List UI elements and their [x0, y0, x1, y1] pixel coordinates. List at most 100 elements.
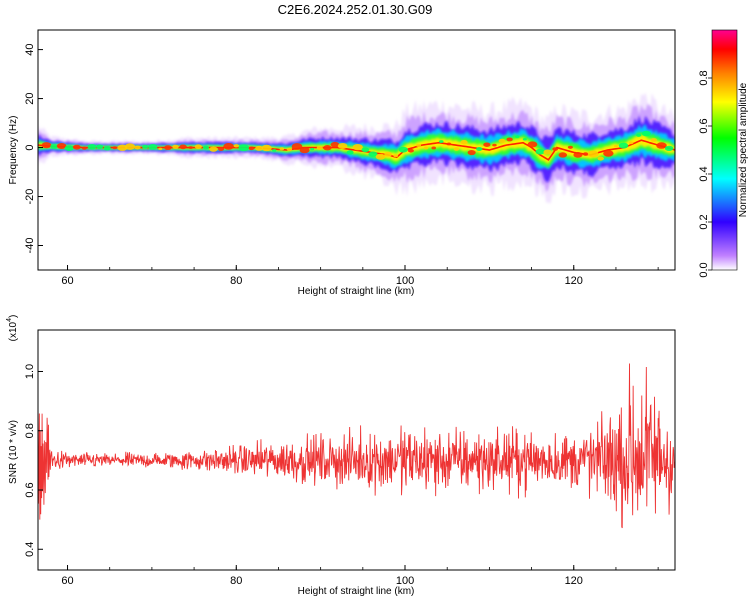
spectrogram-frame	[37, 29, 676, 271]
colorbar: 0.0 0.2 0.4 0.6 0.8 Normalized spectral ampl…	[698, 29, 749, 278]
heat-peak-blob	[124, 143, 136, 150]
heat-peak-blob	[393, 154, 399, 158]
heat-peak-blob	[368, 151, 378, 157]
heat-peak-blob	[248, 146, 255, 151]
heat-peak-blob	[188, 146, 193, 149]
snr-y-label: SNR (10 * v/v)	[8, 420, 19, 484]
spectrogram-y-axis: -40 -20 0 20 40	[24, 43, 43, 253]
heat-peak-blob	[483, 142, 491, 147]
heat-peak-blob	[656, 142, 667, 149]
heat-peak-blob	[460, 140, 468, 145]
heat-peak-blob	[573, 151, 583, 158]
heat-peak-blob	[164, 145, 172, 151]
heat-peak-blob	[506, 137, 513, 142]
multiplier-base: (x10	[8, 321, 19, 341]
snr-frame	[37, 329, 676, 571]
y-tick-label: 1.0	[24, 364, 36, 379]
heat-peak-blob	[597, 156, 604, 161]
heat-peak-blob	[72, 144, 81, 150]
heat-peak-blob	[552, 147, 559, 151]
heat-peak-blob	[255, 145, 263, 151]
heat-peak-blob	[423, 146, 429, 150]
x-tick-label: 120	[565, 275, 583, 287]
heat-peak-blob	[310, 147, 315, 151]
heat-peak-blob	[233, 144, 239, 148]
colorbar-ticks: 0.0 0.2 0.4 0.6 0.8	[698, 70, 712, 278]
heat-peak-blob	[41, 142, 52, 149]
colorbar-tick-label: 0.0	[698, 262, 710, 277]
heat-peak-blob	[194, 144, 202, 149]
snr-x-axis: 60 80 100 120	[61, 565, 659, 587]
y-tick-label: 0	[24, 144, 36, 150]
heat-peak-blob	[375, 153, 386, 160]
heat-peak-blob	[112, 146, 118, 150]
snr-y-axis: 0.4 0.6 0.8 1.0	[24, 364, 43, 557]
heat-peak-blob	[361, 147, 370, 153]
heat-peak-blob	[96, 144, 104, 149]
heat-peak-blob	[87, 143, 97, 150]
heat-peak-blob	[476, 146, 483, 152]
x-tick-label: 60	[61, 575, 73, 587]
chart-title: C2E6.2024.252.01.30.G09	[278, 2, 433, 17]
heat-peak-blob	[223, 143, 235, 150]
multiplier-exp: 4	[6, 318, 13, 322]
heat-peak-blob	[664, 145, 674, 152]
x-tick-label: 100	[396, 275, 414, 287]
heat-peak-blob	[618, 142, 629, 149]
heat-peak-blob	[587, 150, 599, 158]
y-tick-label: -20	[24, 189, 36, 205]
heat-peak-blob	[217, 147, 225, 151]
heat-peak-blob	[286, 147, 293, 152]
heat-peak-blob	[515, 135, 520, 139]
heat-peak-blob	[636, 133, 642, 137]
heat-peak-blob	[498, 138, 506, 144]
spectrogram-y-label: Frequency (Hz)	[8, 116, 19, 185]
spectrogram-panel: 60 80 100 120 -40 -20 0 20 40 Height of straigh…	[8, 29, 676, 297]
heat-peak-blob	[614, 144, 618, 148]
heat-peak-blob	[238, 144, 250, 152]
heat-peak-blob	[50, 144, 58, 149]
heat-peak-blob	[148, 144, 158, 150]
colorbar-tick-label: 0.4	[698, 166, 710, 181]
svg-text:(x104): (x104)	[6, 315, 19, 342]
heat-peak-blob	[103, 145, 111, 151]
heat-peak-blob	[492, 143, 497, 147]
heat-peak-blob	[558, 152, 568, 158]
heat-peak-blob	[582, 152, 589, 156]
heat-peak-blob	[453, 147, 460, 151]
spectrogram-x-axis: 60 80 100 120	[61, 265, 659, 287]
heat-peak-blob	[330, 141, 340, 148]
colorbar-tick-label: 0.2	[698, 214, 710, 229]
spectrogram-x-label: Height of straight line (km)	[298, 286, 415, 297]
y-tick-label: 0.6	[24, 482, 36, 497]
heat-peak-blob	[346, 150, 354, 155]
colorbar-label: Normalized spectral amplitude	[738, 82, 749, 217]
heat-peak-blob	[272, 149, 277, 152]
snr-x-label: Height of straight line (km)	[298, 586, 415, 597]
heat-peak-blob	[535, 148, 545, 155]
y-tick-label: -40	[24, 238, 36, 254]
heat-peak-blob	[641, 130, 651, 137]
heat-peak-blob	[650, 138, 657, 142]
multiplier-close: )	[8, 315, 19, 318]
heat-peak-blob	[179, 144, 187, 150]
y-tick-label: 0.8	[24, 423, 36, 438]
heat-peak-blob	[279, 147, 285, 151]
y-tick-label: 20	[24, 92, 36, 104]
heat-peak-blob	[628, 141, 634, 145]
x-tick-label: 80	[230, 575, 242, 587]
x-tick-label: 60	[61, 275, 73, 287]
y-tick-label: 40	[24, 43, 36, 55]
heat-peak-blob	[415, 143, 422, 148]
heat-peak-blob	[291, 143, 303, 150]
heat-peak-blob	[134, 145, 141, 150]
heat-peak-blob	[158, 147, 163, 151]
snr-panel: 60 80 100 120 0.4 0.6 0.8 1.0 Height of straig…	[6, 315, 676, 597]
x-tick-label: 120	[565, 575, 583, 587]
heat-peak-blob	[398, 146, 408, 153]
x-tick-label: 80	[230, 275, 242, 287]
heat-peak-blob	[142, 144, 149, 149]
heat-peak-blob	[446, 142, 452, 146]
heat-peak-blob	[81, 146, 87, 150]
